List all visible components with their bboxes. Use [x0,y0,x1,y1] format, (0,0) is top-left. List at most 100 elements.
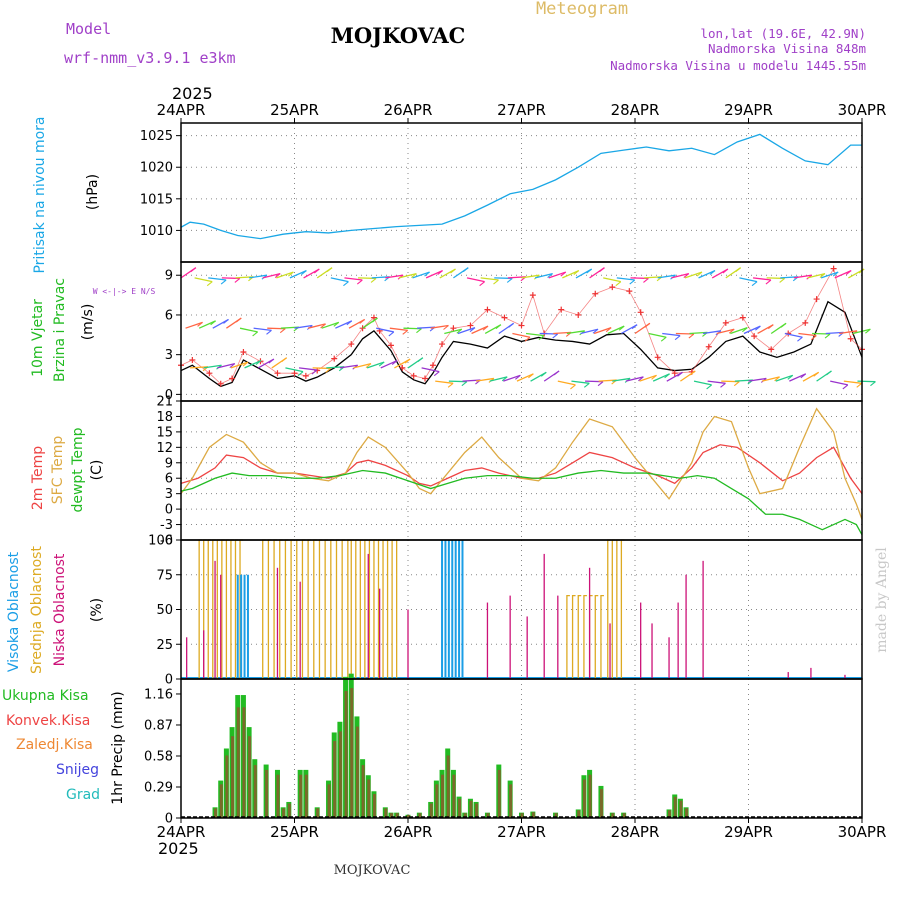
precip-conv-bar [384,808,388,818]
footer-station: MOJKOVAC [334,863,411,878]
wind-barb [793,274,812,279]
precip-conv-bar [622,813,626,818]
precip-legend-conv: Konvek.Kisa [6,713,90,729]
wind-barb [321,321,339,329]
y-tick-label: 15 [156,425,173,440]
wind-barb [734,379,753,382]
wind-barb [503,374,521,382]
wind-barb [571,380,590,384]
wind-barb [553,331,572,335]
wind-barb-head [447,382,454,388]
precip-conv-bar [435,784,439,818]
wind-barb [389,327,408,331]
product-title: Meteogram [536,0,628,19]
frame-layer [180,122,863,819]
precip-conv-bar [429,803,433,818]
wind-barb-head [842,384,849,390]
wind-barb-head [515,374,521,380]
data-layer [178,133,876,818]
wind-barb [421,367,440,373]
wind-barb-head [742,327,748,333]
wind-barb [707,380,726,384]
wind-barb-head [643,277,649,283]
y-tick-label: 1010 [140,224,173,239]
precip-conv-bar [588,774,592,818]
precip-conv-bar [350,688,354,818]
wind-barb-head [865,328,871,334]
wind-barb-head [190,267,197,273]
model-label: Model [66,20,111,38]
wind-barb [857,380,876,383]
wind-barb [339,364,358,369]
wind-barb [607,325,625,335]
precip-legend-snow: Snijeg [56,762,99,778]
wind-barb-head [197,321,203,327]
precip-conv-bar [458,798,462,818]
year-label-top: 2025 [172,84,213,103]
temp-title-2m: 2m Temp [30,446,46,510]
wind-barb [698,269,716,279]
wind-barb [525,332,544,337]
wind-barb [380,359,398,369]
mid-cloud-bar [600,594,604,679]
wind-barb-head [651,374,657,380]
wind-barb-head [677,371,683,377]
precip-conv-bar [475,803,479,818]
precip-conv-bar [497,769,501,818]
wind-barb [198,320,216,329]
mid-cloud-bar [296,539,300,679]
precip-conv-bar [361,765,365,818]
wind-barb [648,332,667,338]
precip-conv-bar [486,813,490,818]
mid-cloud-bar [330,539,334,679]
wind-barb-head [683,273,690,279]
y-tick-label: 12 [156,441,173,456]
temp-title-dew: dewpt Temp [70,427,86,512]
wind-barb-head [688,333,695,339]
wind-barb [625,376,644,382]
wind-barb [730,327,748,335]
wind-barb [671,272,689,279]
precip-conv-bar [282,808,286,818]
lonlat-label: lon,lat (19.6E, 42.9N) [700,26,866,41]
wind-barb [716,328,735,335]
precip-conv-bar [299,774,303,818]
mid-cloud-bar [347,539,351,679]
precip-conv-bar [441,774,445,818]
wind-barb [652,373,670,382]
wind-barb [194,277,213,283]
altitude-label: Nadmorska Visina 848m [708,41,866,56]
mid-cloud-bar [583,594,587,679]
wind-barb-head [242,361,249,367]
wind-barb-head [810,335,817,341]
precip-conv-bar [372,793,376,818]
y-tick-label: 18 [156,410,173,425]
y-tick-label: 0 [165,812,173,827]
y-tick-label: 21 [156,395,173,410]
y-tick-label: 0.58 [144,749,173,764]
wind-barb [830,380,848,386]
wind-barb-head [570,384,576,390]
wind-title: 10m Vjetar [30,299,46,377]
model-altitude-label: Nadmorska Visina u modelu 1445.55m [610,58,866,73]
wind-barb-head [443,325,449,330]
wind-barb-head [787,374,794,380]
wind-barb [562,269,580,279]
precip-conv-bar [531,812,535,818]
wind-barb-head [372,317,378,323]
wind-compass: W <-|-> E N/S [93,287,156,296]
wind-barb-head [417,357,424,363]
time-label-bottom: 26APR [384,823,433,841]
wind-barb [693,380,712,386]
y-tick-label: 0 [165,388,173,403]
wind-barb [262,272,281,279]
y-tick-label: 1025 [140,129,173,144]
wind-barb-head [346,320,353,326]
wind-barb [412,271,430,279]
precip-legend-total: Ukupna Kisa [2,688,89,704]
wind-barb-head [774,376,780,382]
wind-barb-head [365,363,372,369]
wind-barb-head [268,358,275,364]
wind-barb-head [586,268,593,274]
wind-barb [253,327,272,331]
